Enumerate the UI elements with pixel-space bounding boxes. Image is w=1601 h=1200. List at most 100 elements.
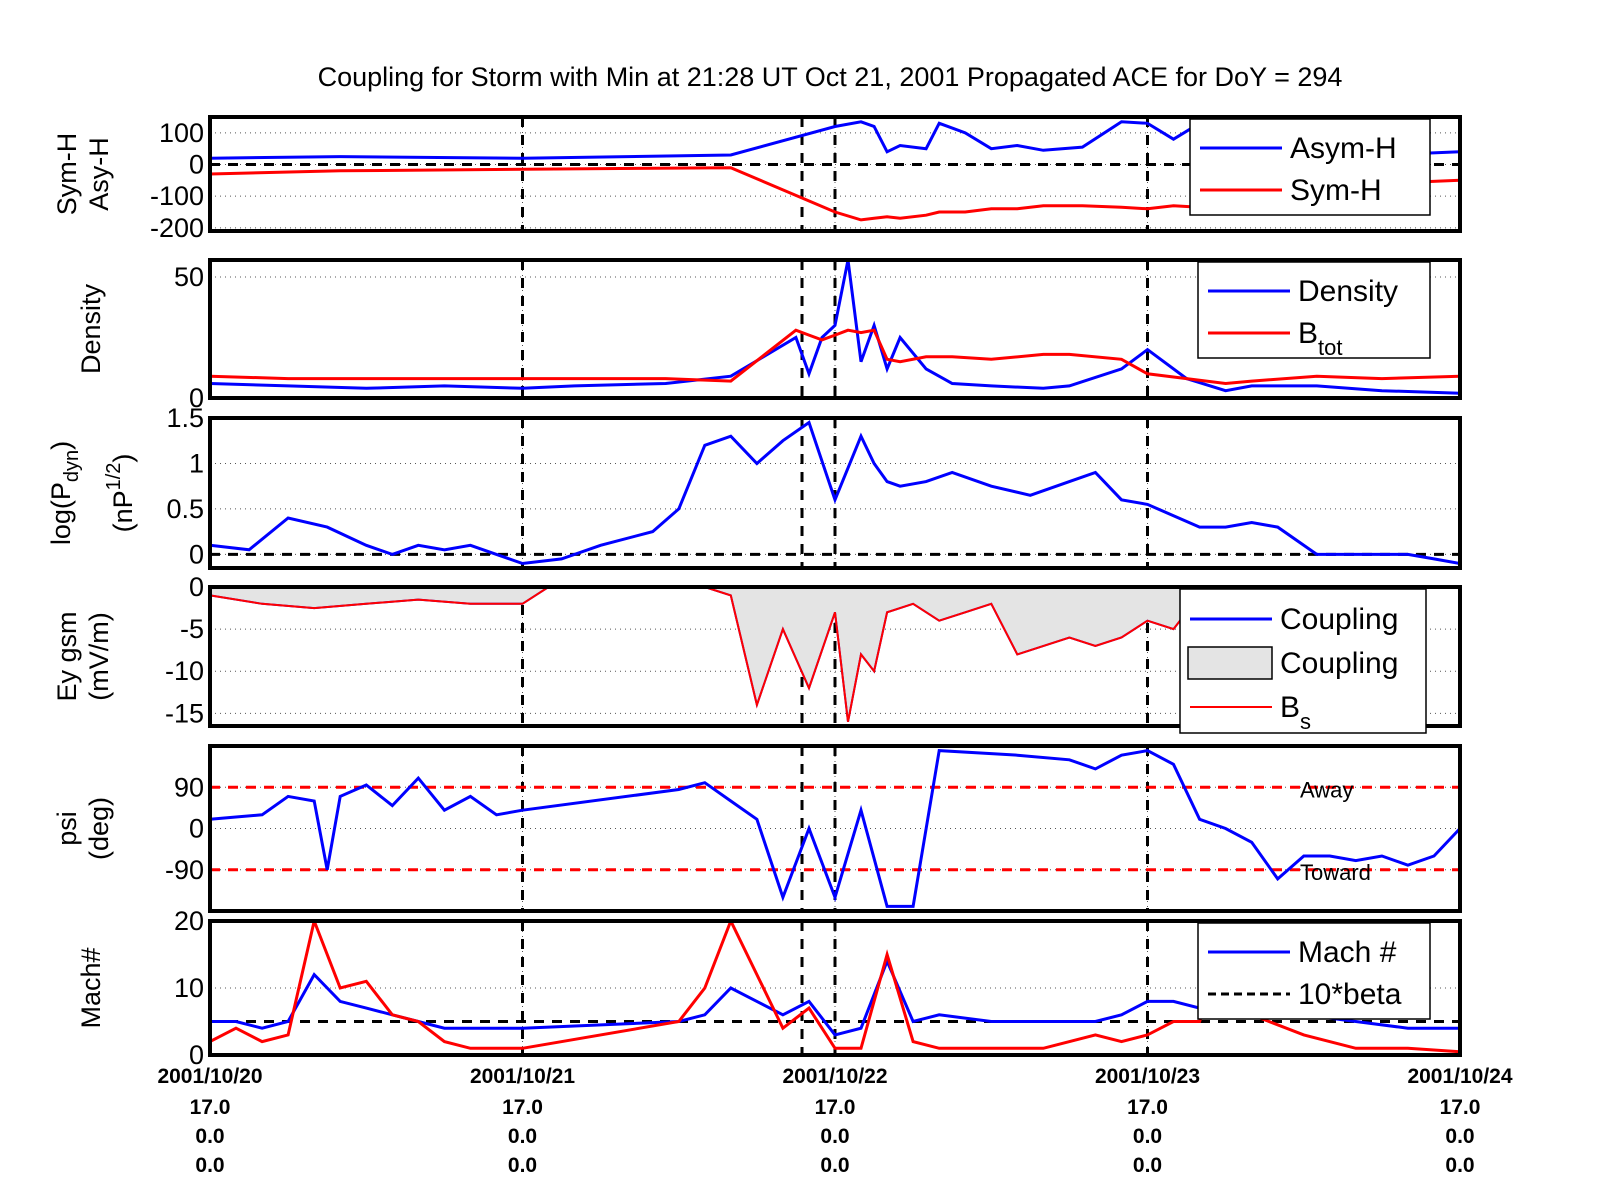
x-tick-row4: 0.0 [1445,1154,1474,1177]
y-tick-label: 0 [189,1040,204,1070]
y-label-part: ) [108,454,138,463]
x-tick-row4: 0.0 [1133,1154,1162,1177]
y-axis-label: (mV/m) [84,612,114,700]
y-label-part: log(P [46,482,76,545]
y-axis-label-line1: log(Pdyn) [46,441,83,545]
y-axis-label: Density [76,283,106,374]
legend-label: 10*beta [1298,978,1402,1011]
legend-label: Sym-H [1290,174,1382,207]
series-10-beta [210,921,1460,1054]
y-tick-label: -90 [165,855,204,885]
y-label-part: ) [46,441,76,450]
legend-label-subscript: s [1300,709,1311,734]
series-b-tot [210,328,1460,386]
y-label-superscript: 1/2 [103,463,125,491]
x-tick-row2: 17.0 [1440,1096,1481,1119]
x-tick-row3: 0.0 [195,1125,224,1148]
x-tick-row2: 17.0 [190,1096,231,1119]
y-tick-label: 0 [189,150,204,180]
legend-label: Mach # [1298,936,1397,969]
panel-frame [208,919,1462,1057]
y-tick-label: 20 [174,906,204,936]
x-tick-date: 2001/10/20 [157,1065,262,1088]
y-tick-label: 0 [189,572,204,602]
x-tick-row2: 17.0 [502,1096,543,1119]
y-tick-label: 0 [189,383,204,413]
series-log-pdyn- [210,420,1460,566]
legend-box [1197,922,1431,1020]
panel-frame [208,115,1462,233]
panel-frame [208,585,1462,728]
y-tick-label: 10 [174,973,204,1003]
x-axis-labels: 2001/10/20 17.0 0.0 0.0 2001/10/21 17.0 0.0 0.0… [157,1065,1512,1177]
data-layer [210,749,1460,908]
y-axis-label: Sym-H [52,133,82,216]
y-axis-label: Asy-H [84,137,114,211]
x-tick-row3: 0.0 [508,1125,537,1148]
x-tick-date: 2001/10/21 [470,1065,575,1088]
x-tick-date: 2001/10/23 [1095,1065,1200,1088]
legend-label-main: B [1298,317,1318,350]
y-tick-label: 1 [189,448,204,478]
legend-label-main: Density [1298,275,1398,308]
legend-box [1189,118,1431,216]
y-tick-label: 0 [189,539,204,569]
y-tick-label: 0.5 [166,494,204,524]
series-psi [210,749,1460,908]
panel-frame [208,744,1462,913]
y-label-subscript: dyn [61,450,83,482]
legend-label: Coupling [1280,647,1398,680]
legend-label: Density [1298,275,1398,308]
legend-box [1197,261,1431,359]
panel-mach: 20 10 0 Mach# Mach # 10*beta [76,906,1462,1070]
y-tick-label: 90 [174,772,204,802]
y-tick-label: -100 [150,181,204,211]
y-axis-label: (deg) [84,797,114,860]
x-tick-date: 2001/10/24 [1407,1065,1512,1088]
y-tick-label: -15 [165,698,204,728]
y-tick-label: 100 [159,118,204,148]
y-tick-label: 0 [189,814,204,844]
panel-psi: 90 0 -90 psi (deg) Away Toward [52,744,1462,913]
y-tick-label: 1.5 [166,403,204,433]
x-tick-row3: 0.0 [1445,1125,1474,1148]
legend-label-main: Mach # [1298,936,1397,969]
panel-ey: 0 -5 -10 -15 Ey gsm (mV/m) Coupling Coupling Bs [52,572,1462,734]
y-tick-label: -10 [165,656,204,686]
legend-label: Btot [1298,317,1342,360]
legend-label-main: Sym-H [1290,174,1382,207]
y-axis-label-line2: (nP1/2) [103,454,138,533]
annotation-away: Away [1300,777,1353,802]
x-tick-row4: 0.0 [820,1154,849,1177]
legend: Mach # 10*beta [1197,922,1431,1020]
y-label-part: (nP [108,490,138,532]
annotation-toward: Toward [1300,860,1371,885]
panel-frame [208,416,1462,570]
x-tick-date: 2001/10/22 [782,1065,887,1088]
y-axis-label: psi [52,811,82,846]
legend-label-main: Coupling [1280,647,1398,680]
data-layer [210,420,1460,566]
y-tick-label: -200 [150,213,204,243]
x-tick-row4: 0.0 [195,1154,224,1177]
x-tick-row3: 0.0 [1133,1125,1162,1148]
legend-label: Asym-H [1290,132,1397,165]
legend-label-main: B [1280,691,1300,724]
legend-label-subscript: tot [1318,335,1342,360]
chart-title: Coupling for Storm with Min at 21:28 UT … [318,62,1343,92]
legend-swatch-fill [1187,646,1273,680]
y-axis-label: Mach# [76,947,106,1028]
x-tick-row2: 17.0 [815,1096,856,1119]
x-tick-row3: 0.0 [820,1125,849,1148]
panel-frame [208,258,1462,400]
legend: Asym-H Sym-H [1189,118,1431,216]
panel-density: 50 0 Density Density Btot [76,258,1462,413]
y-axis-label: Ey gsm [52,611,82,701]
legend: Coupling Coupling Bs [1179,588,1427,734]
legend-label-main: Asym-H [1290,132,1397,165]
legend: Density Btot [1197,261,1431,360]
